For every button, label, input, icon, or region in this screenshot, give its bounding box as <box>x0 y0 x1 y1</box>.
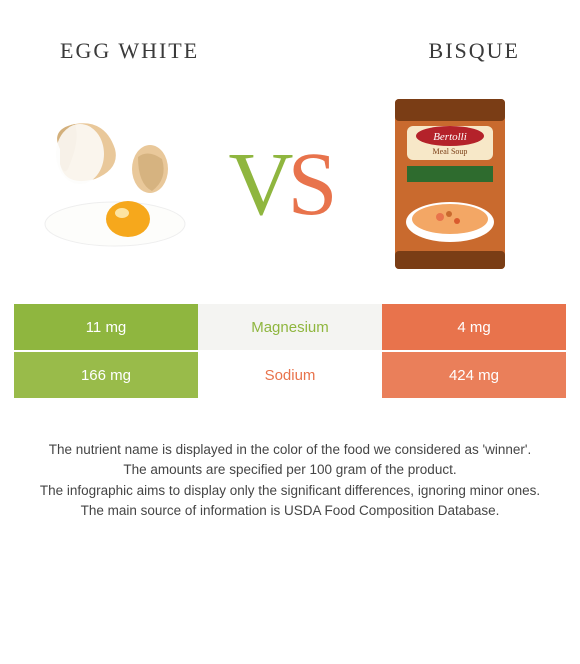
bisque-box-icon: Bertolli Meal Soup <box>385 94 515 274</box>
footnote-line: The main source of information is USDA F… <box>28 501 552 521</box>
egg-icon <box>20 109 200 259</box>
sub-brand-text: Meal Soup <box>433 147 468 156</box>
table-row: 11 mg Magnesium 4 mg <box>14 304 566 352</box>
bisque-image: Bertolli Meal Soup <box>360 94 540 274</box>
vs-label: V S <box>228 133 331 236</box>
footnote-line: The nutrient name is displayed in the co… <box>28 440 552 460</box>
right-value-cell: 424 mg <box>382 352 566 398</box>
nutrient-table: 11 mg Magnesium 4 mg 166 mg Sodium 424 m… <box>14 304 566 400</box>
right-value-cell: 4 mg <box>382 304 566 350</box>
images-row: V S Bertolli Meal Soup <box>0 84 580 304</box>
left-value-cell: 11 mg <box>14 304 198 350</box>
egg-white-image <box>20 94 200 274</box>
nutrient-name-cell: Magnesium <box>198 304 382 350</box>
vs-letter-v: V <box>228 133 287 236</box>
right-food-title: Bisque <box>429 38 520 64</box>
left-food-title: Egg white <box>60 38 199 64</box>
header: Egg white Bisque <box>0 0 580 84</box>
nutrient-name-cell: Sodium <box>198 352 382 398</box>
footnotes: The nutrient name is displayed in the co… <box>0 400 580 521</box>
footnote-line: The infographic aims to display only the… <box>28 481 552 501</box>
left-value-cell: 166 mg <box>14 352 198 398</box>
brand-text: Bertolli <box>433 131 467 143</box>
vs-letter-s: S <box>287 133 331 236</box>
table-row: 166 mg Sodium 424 mg <box>14 352 566 400</box>
footnote-line: The amounts are specified per 100 gram o… <box>28 460 552 480</box>
